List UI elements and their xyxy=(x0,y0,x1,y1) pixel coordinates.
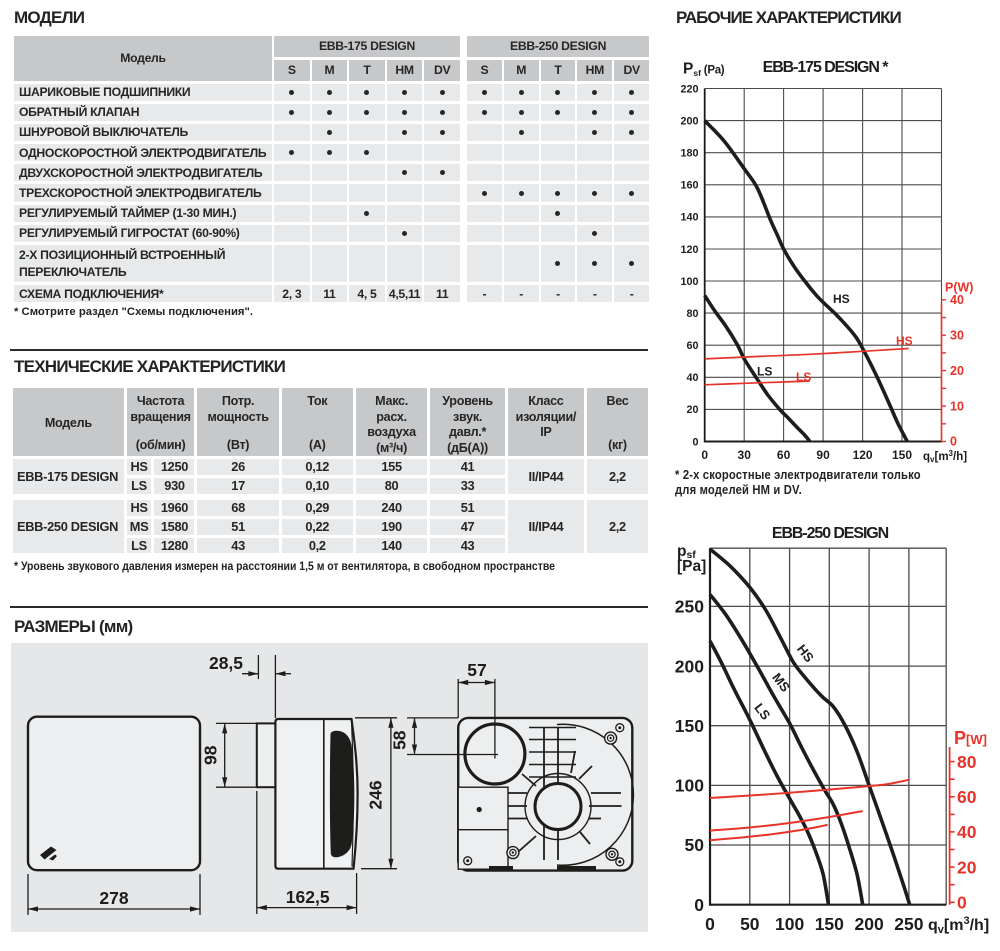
svg-text:40: 40 xyxy=(957,822,977,842)
svg-text:100: 100 xyxy=(680,276,698,288)
svg-text:0: 0 xyxy=(950,435,957,449)
svg-text:120: 120 xyxy=(680,244,698,256)
svg-text:246: 246 xyxy=(366,780,386,809)
svg-text:qv[m3/h]: qv[m3/h] xyxy=(928,915,989,936)
svg-text:100: 100 xyxy=(675,776,704,796)
svg-text:50: 50 xyxy=(740,914,760,934)
svg-text:HS: HS xyxy=(794,642,817,666)
svg-text:58: 58 xyxy=(390,730,410,750)
svg-text:40: 40 xyxy=(686,372,698,384)
svg-text:40: 40 xyxy=(950,293,964,307)
svg-text:P[W]: P[W] xyxy=(954,728,987,748)
svg-text:qv[m3/h]: qv[m3/h] xyxy=(923,449,967,464)
svg-text:P(W): P(W) xyxy=(945,281,973,295)
svg-text:250: 250 xyxy=(894,914,923,934)
svg-text:180: 180 xyxy=(680,148,698,160)
svg-text:250: 250 xyxy=(675,597,704,617)
svg-text:57: 57 xyxy=(467,660,486,680)
svg-text:120: 120 xyxy=(853,448,873,462)
svg-text:278: 278 xyxy=(99,888,128,908)
svg-text:28,5: 28,5 xyxy=(209,653,243,673)
svg-text:150: 150 xyxy=(892,448,912,462)
svg-text:100: 100 xyxy=(775,914,804,934)
svg-text:EBB-175 DESIGN *: EBB-175 DESIGN * xyxy=(763,59,890,76)
svg-text:20: 20 xyxy=(686,404,698,416)
svg-text:LS: LS xyxy=(757,365,772,379)
svg-text:LS: LS xyxy=(751,700,773,723)
svg-text:80: 80 xyxy=(686,308,698,320)
svg-text:160: 160 xyxy=(680,180,698,192)
svg-text:EBB-250 DESIGN: EBB-250 DESIGN xyxy=(772,525,889,542)
svg-text:50: 50 xyxy=(685,835,705,855)
svg-text:20: 20 xyxy=(957,857,977,877)
svg-text:90: 90 xyxy=(816,448,830,462)
svg-text:60: 60 xyxy=(686,340,698,352)
svg-text:150: 150 xyxy=(815,914,844,934)
svg-text:0: 0 xyxy=(705,914,715,934)
svg-text:98: 98 xyxy=(201,745,221,765)
svg-text:HS: HS xyxy=(833,292,850,306)
svg-text:140: 140 xyxy=(680,212,698,224)
svg-text:[Pa]: [Pa] xyxy=(677,558,706,575)
svg-text:0: 0 xyxy=(701,448,708,462)
svg-text:Psf (Pa): Psf (Pa) xyxy=(683,61,725,79)
svg-text:0: 0 xyxy=(694,895,704,915)
svg-text:200: 200 xyxy=(854,914,883,934)
svg-text:80: 80 xyxy=(957,752,977,772)
svg-text:0: 0 xyxy=(957,893,967,913)
svg-text:HS: HS xyxy=(896,334,913,348)
svg-text:30: 30 xyxy=(950,328,964,342)
svg-text:30: 30 xyxy=(738,448,752,462)
svg-text:60: 60 xyxy=(957,787,977,807)
svg-text:0: 0 xyxy=(692,436,698,448)
svg-text:200: 200 xyxy=(680,115,698,127)
svg-text:LS: LS xyxy=(796,370,811,384)
svg-text:220: 220 xyxy=(680,83,698,95)
svg-text:20: 20 xyxy=(950,364,964,378)
svg-text:150: 150 xyxy=(675,716,704,736)
svg-text:10: 10 xyxy=(950,399,964,413)
svg-text:200: 200 xyxy=(675,656,704,676)
svg-text:60: 60 xyxy=(777,448,791,462)
svg-text:162,5: 162,5 xyxy=(286,887,330,907)
